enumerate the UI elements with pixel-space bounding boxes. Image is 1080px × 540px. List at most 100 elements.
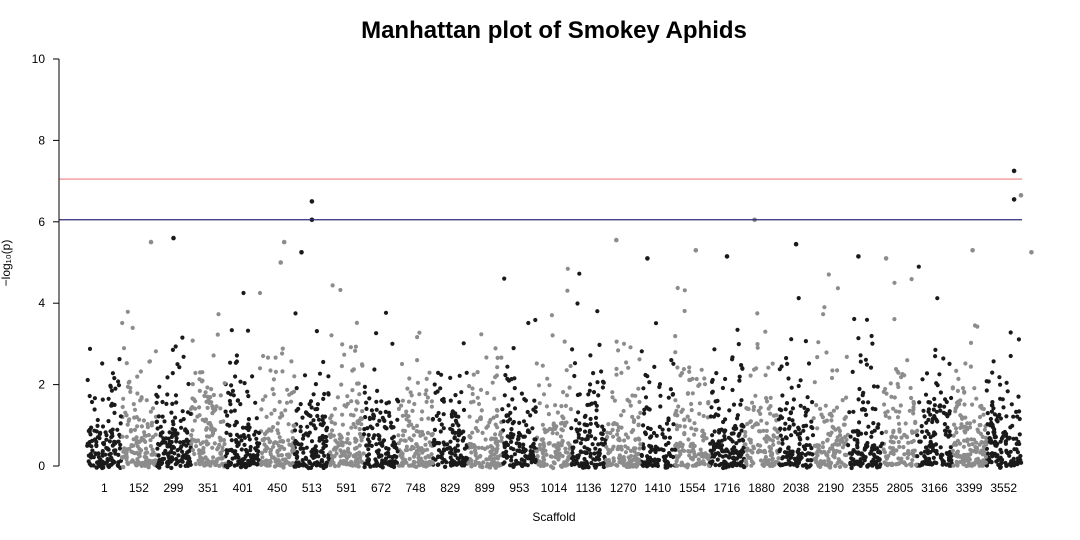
snp-point	[844, 395, 849, 400]
snp-point	[560, 454, 565, 459]
snp-point	[830, 424, 835, 429]
snp-point	[523, 448, 528, 453]
snp-point	[815, 355, 820, 360]
snp-point	[821, 460, 826, 465]
snp-point	[533, 409, 538, 414]
snp-point	[362, 390, 367, 395]
snp-point	[924, 371, 930, 376]
snp-point	[401, 433, 406, 438]
snp-point	[198, 441, 203, 446]
snp-point	[757, 429, 762, 434]
snp-point	[106, 447, 111, 452]
snp-point	[278, 463, 283, 468]
snp-point	[433, 390, 438, 395]
snp-point	[834, 405, 840, 410]
snp-point	[85, 441, 90, 446]
snp-point	[483, 437, 488, 442]
snp-point	[661, 448, 666, 453]
snp-point	[804, 443, 809, 448]
snp-point	[979, 440, 984, 445]
snp-point	[148, 444, 153, 449]
snp-point	[796, 383, 801, 389]
snp-point	[625, 435, 631, 440]
snp-point	[565, 266, 570, 271]
snp-point	[448, 455, 453, 460]
snp-point	[931, 407, 936, 412]
snp-point	[918, 439, 923, 444]
snp-point	[268, 368, 273, 373]
snp-point	[802, 405, 807, 410]
snp-point	[869, 434, 874, 439]
snp-point	[427, 370, 432, 375]
snp-point	[121, 346, 127, 351]
snp-point	[91, 463, 96, 468]
snp-point	[337, 436, 342, 441]
snp-point	[469, 463, 474, 469]
snp-point	[589, 401, 594, 406]
snp-point	[741, 445, 746, 450]
snp-point	[653, 321, 659, 326]
snp-point	[358, 416, 363, 421]
snp-point	[578, 449, 583, 454]
snp-point	[755, 342, 760, 347]
snp-point	[245, 389, 250, 394]
snp-point	[467, 384, 472, 389]
snp-point	[801, 428, 806, 433]
snp-point	[384, 446, 389, 451]
snp-point	[976, 429, 981, 434]
snp-point	[959, 414, 964, 419]
snp-point	[318, 463, 323, 468]
x-tick-label: 401	[233, 481, 253, 495]
snp-point	[938, 445, 943, 450]
snp-point	[749, 459, 754, 464]
snp-point	[756, 449, 761, 454]
snp-point	[440, 451, 445, 456]
snp-point	[961, 444, 967, 449]
snp-point	[679, 462, 684, 468]
snp-point	[201, 456, 206, 461]
snp-point	[743, 430, 748, 435]
snp-point	[157, 384, 162, 389]
snp-point	[856, 336, 861, 341]
x-tick-label: 152	[129, 481, 149, 495]
snp-point	[706, 400, 711, 405]
snp-point	[1009, 402, 1014, 407]
snp-point	[190, 428, 195, 433]
snp-point	[883, 413, 888, 418]
snp-point	[197, 462, 203, 467]
snp-point	[485, 390, 490, 396]
snp-point	[222, 381, 227, 386]
snp-point	[195, 438, 201, 443]
snp-point	[963, 361, 968, 366]
snp-point	[807, 451, 813, 456]
snp-point	[173, 344, 178, 349]
snp-point	[478, 387, 484, 392]
snp-point	[837, 464, 843, 469]
snp-point	[164, 401, 169, 406]
snp-point	[377, 454, 382, 459]
snp-point	[741, 438, 746, 443]
snp-point	[896, 421, 902, 426]
snp-point	[764, 396, 769, 401]
snp-point	[963, 430, 968, 435]
snp-point	[147, 359, 152, 364]
snp-point	[660, 432, 665, 437]
snp-point	[563, 460, 569, 466]
snp-point	[112, 460, 117, 465]
snp-point	[550, 465, 556, 471]
snp-point	[989, 438, 994, 443]
snp-point-peak	[970, 248, 975, 253]
snp-point	[696, 383, 701, 388]
snp-point	[391, 425, 396, 430]
snp-point	[233, 374, 238, 379]
snp-point	[454, 420, 459, 425]
y-tick-label: 0	[38, 459, 45, 473]
snp-point	[222, 441, 227, 447]
snp-point	[162, 419, 167, 424]
snp-point	[220, 445, 225, 450]
snp-point	[502, 276, 507, 281]
snp-point	[305, 424, 310, 429]
snp-point	[344, 461, 349, 467]
snp-point	[190, 338, 195, 343]
snp-point	[811, 416, 816, 421]
